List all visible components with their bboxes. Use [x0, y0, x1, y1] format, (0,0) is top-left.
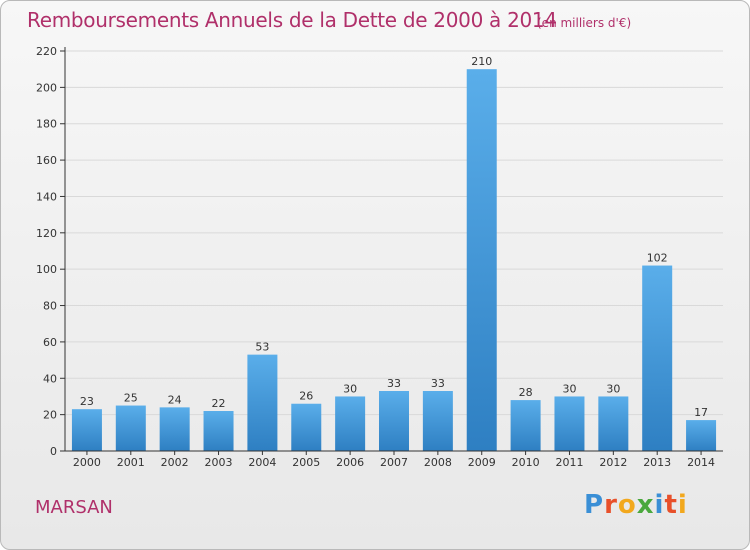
value-label: 30: [562, 382, 576, 395]
grid-lines: [65, 50, 723, 416]
x-tick-label: 2003: [205, 456, 233, 469]
labels: 0 20 40 60 80 100 120 140 160 180 200 220 23 2000 25 20…: [36, 45, 715, 469]
y-tick-label: 140: [36, 190, 57, 203]
bar-2002: [159, 407, 190, 451]
bar-2011: [554, 396, 585, 451]
x-tick-label: 2012: [599, 456, 627, 469]
bar-2008: [422, 391, 453, 451]
bar-2005: [291, 403, 322, 451]
bar-2012: [598, 396, 629, 451]
value-label: 22: [212, 397, 226, 410]
bar-2001: [115, 405, 146, 451]
x-tick-label: 2013: [643, 456, 671, 469]
axes: [60, 47, 723, 455]
bar-2003: [203, 411, 234, 451]
x-tick-label: 2008: [424, 456, 452, 469]
y-tick-label: 60: [43, 336, 57, 349]
chart-subtitle: (en milliers d'€): [537, 16, 632, 30]
value-label: 24: [168, 393, 182, 406]
value-label: 23: [80, 395, 94, 408]
value-label: 210: [471, 55, 492, 68]
x-tick-label: 2014: [687, 456, 715, 469]
logo-letter: o: [617, 490, 637, 520]
y-tick-label: 0: [50, 445, 57, 458]
x-tick-label: 2007: [380, 456, 408, 469]
x-tick-label: 2001: [117, 456, 145, 469]
value-label: 26: [299, 390, 313, 403]
x-tick-label: 2011: [555, 456, 583, 469]
x-tick-label: 2010: [512, 456, 540, 469]
y-tick-label: 20: [43, 409, 57, 422]
proxiti-logo: Proxiti: [584, 490, 688, 520]
value-label: 28: [519, 386, 533, 399]
y-tick-label: 220: [36, 45, 57, 58]
bar-2007: [379, 391, 409, 451]
y-tick-label: 100: [36, 263, 57, 276]
value-label: 53: [255, 341, 269, 354]
logo-letter: P: [584, 490, 605, 520]
logo-letter: t: [664, 490, 678, 520]
bar-2006: [335, 396, 366, 451]
logo-letter: r: [604, 490, 618, 520]
commune-name: MARSAN: [35, 497, 113, 518]
x-tick-label: 2009: [468, 456, 496, 469]
bar-2000: [71, 409, 102, 451]
value-label: 17: [694, 406, 708, 419]
bars: [71, 69, 717, 451]
y-tick-label: 120: [36, 227, 57, 240]
logo-letter: i: [654, 490, 665, 520]
bar-2004: [247, 354, 278, 451]
value-label: 30: [606, 382, 620, 395]
logo-letter: i: [677, 490, 688, 520]
value-label: 33: [387, 377, 401, 390]
value-label: 102: [647, 252, 668, 265]
y-tick-label: 40: [43, 372, 57, 385]
bar-2009: [466, 69, 497, 451]
y-tick-label: 200: [36, 81, 57, 94]
x-tick-label: 2002: [161, 456, 189, 469]
x-tick-label: 2004: [248, 456, 276, 469]
logo-letter: x: [636, 490, 655, 520]
value-label: 25: [124, 392, 138, 405]
x-tick-label: 2005: [292, 456, 320, 469]
x-tick-label: 2000: [73, 456, 101, 469]
x-tick-label: 2006: [336, 456, 364, 469]
bar-2014: [686, 420, 717, 451]
y-tick-label: 180: [36, 118, 57, 131]
chart-title: Remboursements Annuels de la Dette de 20…: [27, 8, 557, 32]
y-tick-label: 80: [43, 300, 57, 313]
y-tick-label: 160: [36, 154, 57, 167]
bar-2010: [510, 400, 541, 451]
value-label: 33: [431, 377, 445, 390]
value-label: 30: [343, 382, 357, 395]
bar-2013: [642, 265, 673, 451]
